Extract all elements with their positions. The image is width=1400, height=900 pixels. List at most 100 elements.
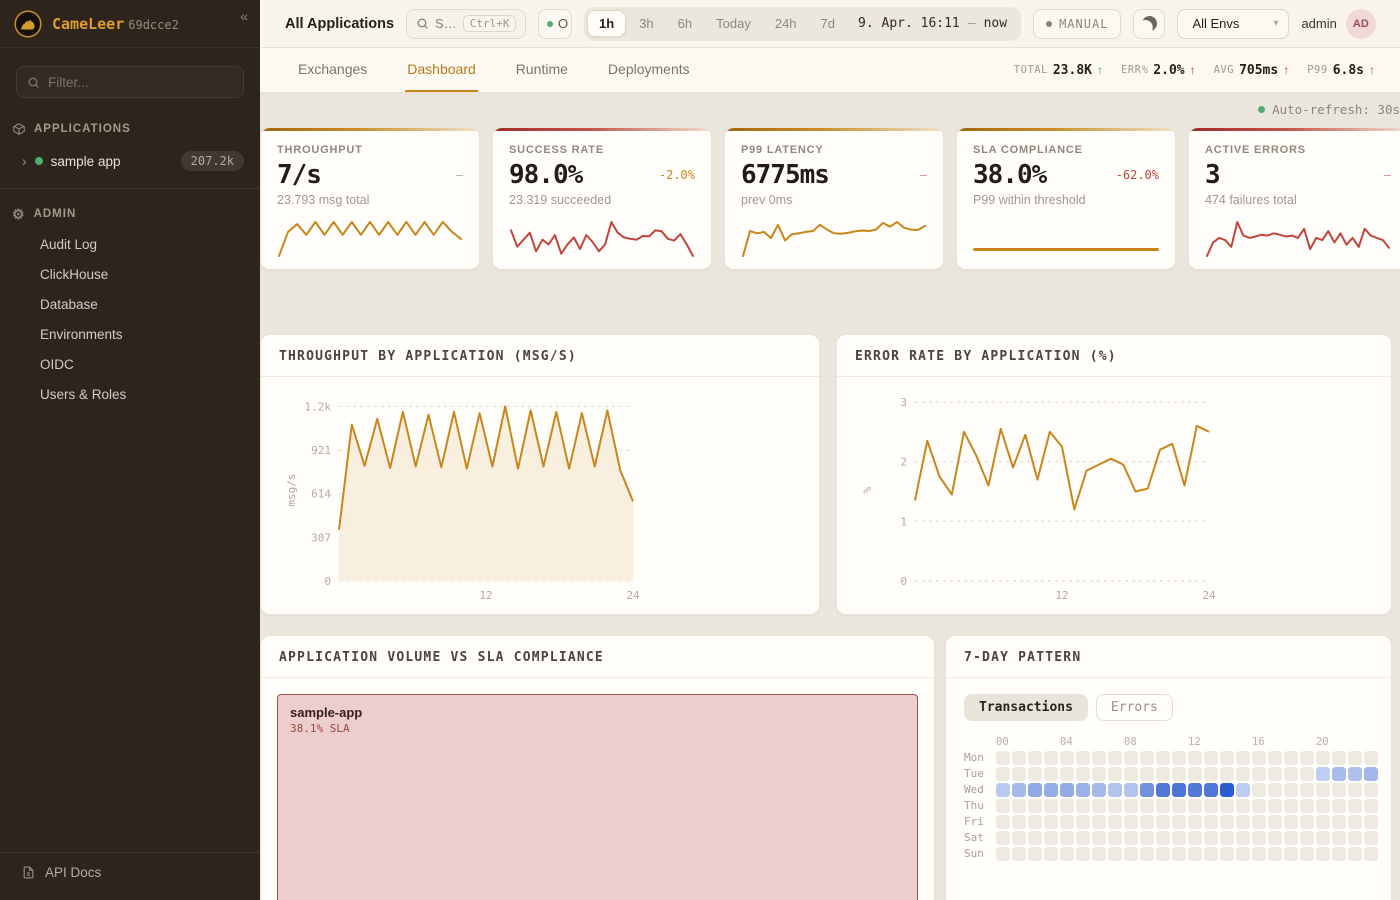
heatmap-cell[interactable] <box>1060 831 1074 845</box>
heatmap-cell[interactable] <box>1268 847 1282 861</box>
heatmap-cell[interactable] <box>1284 815 1298 829</box>
heatmap-cell[interactable] <box>1012 751 1026 765</box>
heatmap-cell[interactable] <box>1172 751 1186 765</box>
heatmap-cell[interactable] <box>1172 847 1186 861</box>
heatmap-cell[interactable] <box>1060 847 1074 861</box>
tab-runtime[interactable]: Runtime <box>515 61 568 77</box>
heatmap-cell[interactable] <box>1364 847 1378 861</box>
heatmap-cell[interactable] <box>1300 815 1314 829</box>
heatmap-cell[interactable] <box>1364 783 1378 797</box>
heatmap-cell[interactable] <box>1076 751 1090 765</box>
heatmap-cell[interactable] <box>1236 767 1250 781</box>
heatmap-cell[interactable] <box>1188 831 1202 845</box>
heatmap-cell[interactable] <box>1060 751 1074 765</box>
heatmap-cell[interactable] <box>1364 831 1378 845</box>
heatmap-cell[interactable] <box>1348 767 1362 781</box>
heatmap-cell[interactable] <box>1012 815 1026 829</box>
heatmap-cell[interactable] <box>1060 767 1074 781</box>
heatmap-cell[interactable] <box>1300 783 1314 797</box>
heatmap-cell[interactable] <box>1060 799 1074 813</box>
collapse-sidebar-button[interactable]: « <box>240 8 248 24</box>
heatmap-cell[interactable] <box>1092 815 1106 829</box>
heatmap-cell[interactable] <box>1140 799 1154 813</box>
heatmap-cell[interactable] <box>1252 799 1266 813</box>
date-range[interactable]: 9. Apr. 16:11– now <box>858 16 1008 31</box>
heatmap-cell[interactable] <box>1220 799 1234 813</box>
heatmap-cell[interactable] <box>1332 799 1346 813</box>
sidebar-item-sample-app[interactable]: › sample app 207.2k <box>0 144 260 178</box>
heatmap-cell[interactable] <box>1316 815 1330 829</box>
heatmap-cell[interactable] <box>1204 815 1218 829</box>
heatmap-cell[interactable] <box>1012 799 1026 813</box>
heatmap-cell[interactable] <box>1268 783 1282 797</box>
heatmap-cell[interactable] <box>1172 831 1186 845</box>
heatmap-cell[interactable] <box>1044 783 1058 797</box>
heatmap-cell[interactable] <box>1044 767 1058 781</box>
heatmap-cell[interactable] <box>1156 847 1170 861</box>
heatmap-cell[interactable] <box>1188 783 1202 797</box>
heatmap-cell[interactable] <box>1124 799 1138 813</box>
heatmap-cell[interactable] <box>1076 847 1090 861</box>
sidebar-item-database[interactable]: Database <box>40 296 98 312</box>
range-24h[interactable]: 24h <box>764 11 808 36</box>
heatmap-cell[interactable] <box>1316 831 1330 845</box>
heatmap-cell[interactable] <box>1108 767 1122 781</box>
env-select[interactable]: All Envs ▾ <box>1177 8 1290 39</box>
heatmap-cell[interactable] <box>996 815 1010 829</box>
heatmap-cell[interactable] <box>1316 847 1330 861</box>
heatmap-cell[interactable] <box>1108 783 1122 797</box>
heatmap-cell[interactable] <box>1124 847 1138 861</box>
heatmap-cell[interactable] <box>1204 767 1218 781</box>
heatmap-cell[interactable] <box>1156 751 1170 765</box>
sidebar-item-oidc[interactable]: OIDC <box>40 356 74 372</box>
filter-input[interactable]: Filter... <box>16 66 244 98</box>
heatmap-cell[interactable] <box>1220 751 1234 765</box>
heatmap-cell[interactable] <box>1124 815 1138 829</box>
range-today[interactable]: Today <box>705 11 762 36</box>
range-7d[interactable]: 7d <box>810 11 846 36</box>
heatmap-cell[interactable] <box>996 751 1010 765</box>
heatmap-cell[interactable] <box>1348 847 1362 861</box>
heatmap-cell[interactable] <box>1108 799 1122 813</box>
heatmap-cell[interactable] <box>1012 831 1026 845</box>
heatmap-cell[interactable] <box>1252 847 1266 861</box>
heatmap-cell[interactable] <box>1236 751 1250 765</box>
range-3h[interactable]: 3h <box>628 11 664 36</box>
pattern-tab-errors[interactable]: Errors <box>1095 694 1173 721</box>
heatmap-cell[interactable] <box>1076 767 1090 781</box>
heatmap-cell[interactable] <box>1108 831 1122 845</box>
heatmap-cell[interactable] <box>1076 831 1090 845</box>
heatmap-cell[interactable] <box>1236 847 1250 861</box>
sidebar-item-api-docs[interactable]: API Docs <box>0 853 260 886</box>
heatmap-cell[interactable] <box>1300 799 1314 813</box>
heatmap-cell[interactable] <box>1316 799 1330 813</box>
heatmap-cell[interactable] <box>1284 847 1298 861</box>
heatmap-cell[interactable] <box>1140 783 1154 797</box>
heatmap-cell[interactable] <box>1220 815 1234 829</box>
heatmap-cell[interactable] <box>1316 767 1330 781</box>
heatmap-cell[interactable] <box>1044 831 1058 845</box>
treemap-item-sample-app[interactable]: sample-app 38.1% SLA <box>277 694 918 900</box>
heatmap-cell[interactable] <box>1156 799 1170 813</box>
heatmap-cell[interactable] <box>1156 815 1170 829</box>
heatmap-cell[interactable] <box>996 831 1010 845</box>
heatmap-cell[interactable] <box>1140 751 1154 765</box>
heatmap-cell[interactable] <box>1332 815 1346 829</box>
avatar[interactable]: AD <box>1345 8 1376 39</box>
heatmap-cell[interactable] <box>1204 799 1218 813</box>
heatmap-cell[interactable] <box>1188 767 1202 781</box>
online-status-button[interactable]: O <box>538 8 573 39</box>
heatmap-cell[interactable] <box>1092 831 1106 845</box>
heatmap-cell[interactable] <box>1076 815 1090 829</box>
tab-dashboard[interactable]: Dashboard <box>405 48 478 92</box>
heatmap-cell[interactable] <box>1332 767 1346 781</box>
heatmap-cell[interactable] <box>996 847 1010 861</box>
heatmap-cell[interactable] <box>1204 847 1218 861</box>
heatmap-cell[interactable] <box>1236 783 1250 797</box>
heatmap-cell[interactable] <box>1060 815 1074 829</box>
heatmap-cell[interactable] <box>1284 783 1298 797</box>
heatmap-cell[interactable] <box>1348 751 1362 765</box>
heatmap-cell[interactable] <box>1252 815 1266 829</box>
sidebar-item-environments[interactable]: Environments <box>40 326 123 342</box>
heatmap-cell[interactable] <box>1332 847 1346 861</box>
